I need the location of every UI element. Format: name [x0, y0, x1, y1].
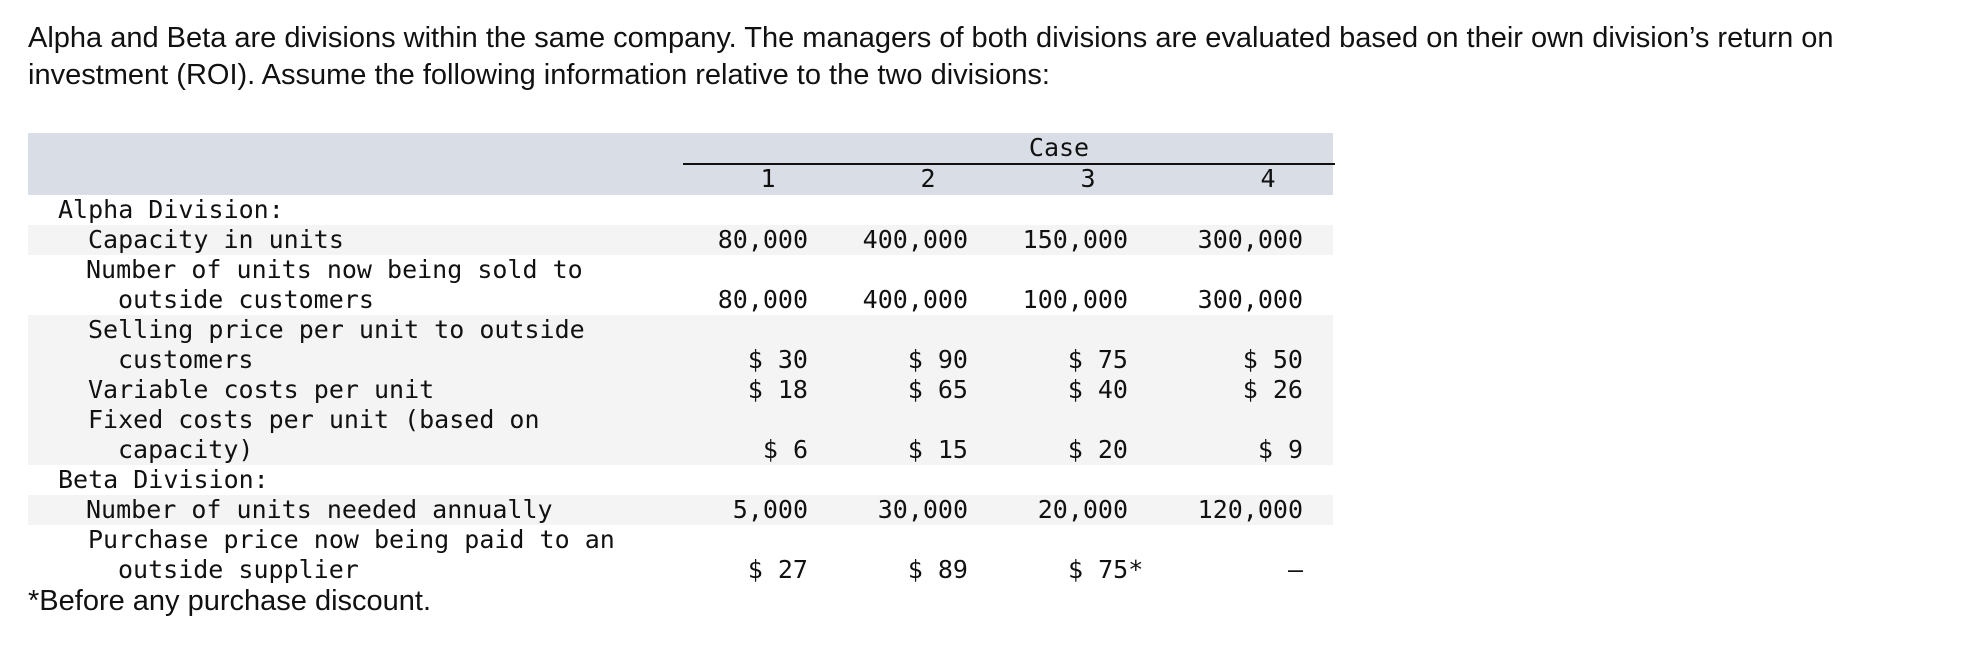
cell-case-1: $ 18: [747, 375, 808, 404]
cell-case-2: 30,000: [877, 495, 968, 524]
cell-case-3: 100,000: [1022, 285, 1128, 314]
cell-case-3: 20,000: [1037, 495, 1128, 524]
table-row-capacity: Capacity in units 80,000 400,000 150,000…: [28, 225, 1333, 255]
cell-case-3: $ 75: [1067, 345, 1128, 374]
row-label: Fixed costs per unit (based on: [88, 405, 540, 434]
cell-case-2: 400,000: [862, 225, 968, 254]
table-row-fixed-costs: Fixed costs per unit (based on capacity)…: [28, 405, 1333, 465]
cell-case-4: 300,000: [1197, 285, 1303, 314]
cell-case-2: 400,000: [862, 285, 968, 314]
cell-case-2: $ 90: [907, 345, 968, 374]
section-label-alpha: Alpha Division:: [58, 195, 284, 224]
cell-case-4: $ 9: [1257, 435, 1303, 464]
cell-case-2: $ 89: [907, 555, 968, 584]
row-label: Selling price per unit to outside: [88, 315, 585, 344]
row-label: Number of units needed annually: [86, 495, 553, 524]
cell-case-1: $ 6: [762, 435, 808, 464]
cell-case-3: $ 20: [1067, 435, 1128, 464]
table-row-units-needed: Number of units needed annually 5,000 30…: [28, 495, 1333, 525]
case-header: Case: [1028, 133, 1090, 162]
row-label-continued: capacity): [118, 435, 254, 464]
table-row-selling-price: Selling price per unit to outside custom…: [28, 315, 1333, 375]
cell-case-3: $ 75*: [1068, 555, 1144, 584]
cell-case-1: 80,000: [717, 225, 808, 254]
column-header-1: 1: [760, 164, 776, 193]
table-row-purchase-price: Purchase price now being paid to an outs…: [28, 525, 1333, 585]
cell-case-1: 80,000: [717, 285, 808, 314]
cell-case-2: $ 15: [907, 435, 968, 464]
row-label-continued: outside customers: [118, 285, 374, 314]
cell-case-1: $ 27: [747, 555, 808, 584]
row-label-continued: outside supplier: [118, 555, 359, 584]
table-row-variable-costs: Variable costs per unit $ 18 $ 65 $ 40 $…: [28, 375, 1333, 405]
cell-case-2: $ 65: [907, 375, 968, 404]
row-label: Number of units now being sold to: [86, 255, 583, 284]
column-header-2: 2: [920, 164, 936, 193]
divisions-table: Case 1 2 3 4 Alpha Division: Capacity in…: [28, 133, 1335, 585]
cell-case-4: 120,000: [1197, 495, 1303, 524]
cell-case-4: $ 26: [1242, 375, 1303, 404]
cell-case-4: 300,000: [1197, 225, 1303, 254]
section-label-beta: Beta Division:: [58, 465, 269, 494]
column-header-4: 4: [1260, 164, 1276, 193]
section-row-alpha: Alpha Division:: [28, 195, 1333, 225]
cell-case-1: $ 30: [747, 345, 808, 374]
row-label-continued: customers: [118, 345, 254, 374]
cell-case-4: –: [1287, 555, 1303, 584]
table-row-units-sold: Number of units now being sold to outsid…: [28, 255, 1333, 315]
row-label: Purchase price now being paid to an: [88, 525, 615, 554]
section-row-beta: Beta Division:: [28, 465, 1333, 495]
cell-case-1: 5,000: [732, 495, 808, 524]
row-label: Capacity in units: [88, 225, 344, 254]
row-label: Variable costs per unit: [88, 375, 435, 404]
case-header-rule: [683, 163, 1335, 165]
table-header: Case 1 2 3 4: [28, 133, 1335, 195]
footnote: *Before any purchase discount.: [28, 585, 432, 617]
problem-intro: Alpha and Beta are divisions within the …: [28, 22, 1834, 91]
cell-case-3: 150,000: [1022, 225, 1128, 254]
column-header-3: 3: [1080, 164, 1096, 193]
cell-case-4: $ 50: [1242, 345, 1303, 374]
cell-case-3: $ 40: [1067, 375, 1128, 404]
